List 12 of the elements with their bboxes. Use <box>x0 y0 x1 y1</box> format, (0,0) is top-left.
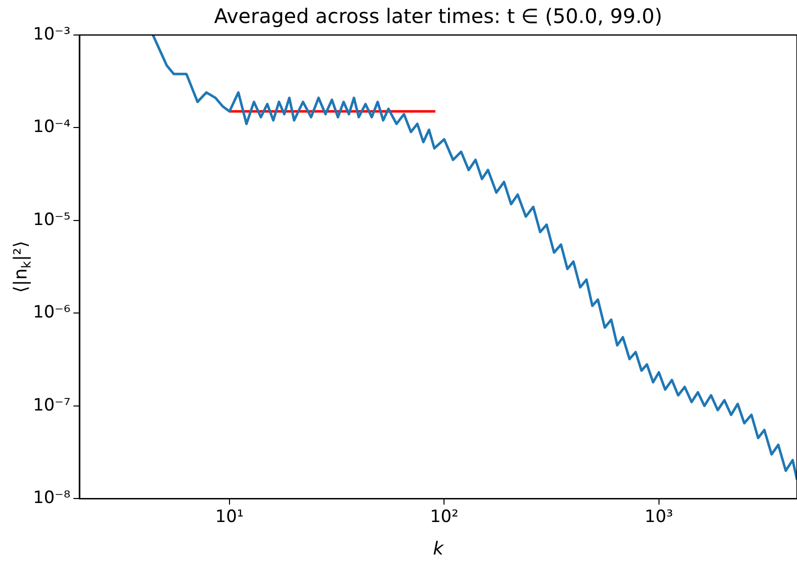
y-tick-label: 10⁻⁵ <box>33 210 70 230</box>
y-tick-label: 10⁻⁴ <box>33 117 71 138</box>
y-tick-label: 10⁻³ <box>33 24 70 44</box>
x-tick-label: 10¹ <box>215 507 244 528</box>
x-tick-label: 10³ <box>644 507 674 528</box>
y-tick-label: 10⁻⁶ <box>33 302 71 323</box>
y-tick-label: 10⁻⁸ <box>33 488 71 508</box>
x-axis-title: k <box>432 538 445 560</box>
y-tick-label: 10⁻⁷ <box>33 395 71 416</box>
y-axis-title: ⟨|nk|²⟩ <box>10 240 34 293</box>
chart-title: Averaged across later times: t ∈ (50.0, 99.0) <box>214 4 662 28</box>
x-tick-label: 10² <box>430 507 458 528</box>
